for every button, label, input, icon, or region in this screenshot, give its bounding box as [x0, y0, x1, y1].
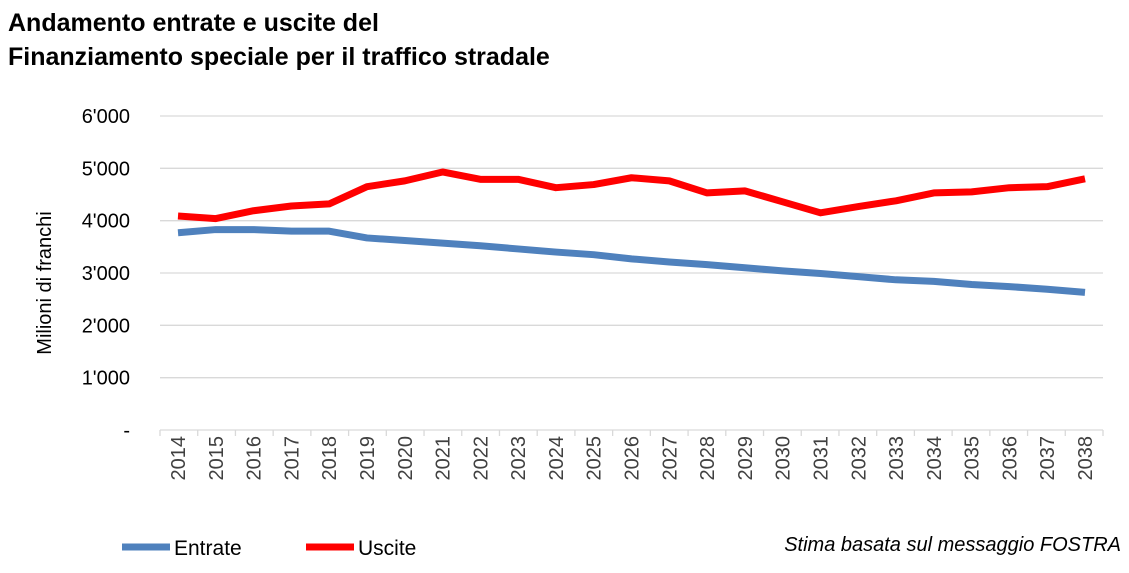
series-line-entrate: [177, 226, 1086, 296]
source-note: Stima basata sul messaggio FOSTRA: [784, 534, 1121, 556]
chart-title-line-1: Andamento entrate e uscite del: [8, 9, 379, 37]
legend-label-uscite: Uscite: [358, 537, 416, 560]
x-tick-label: 2020: [395, 436, 417, 481]
x-tick-label: 2030: [773, 436, 795, 481]
y-tick-label: 1'000: [82, 368, 130, 390]
x-tick-label: 2028: [697, 436, 719, 481]
y-tick-label: -: [123, 420, 130, 442]
x-tick-label: 2019: [357, 436, 379, 481]
x-tick-label: 2031: [810, 436, 832, 481]
x-tick-label: 2015: [206, 436, 228, 481]
x-tick-label: 2016: [244, 436, 266, 481]
y-tick-label: 6'000: [82, 106, 130, 128]
x-tick-label: 2027: [659, 436, 681, 481]
series-line-uscite: [177, 168, 1086, 223]
chart-title-line-2: Finanziamento speciale per il traffico s…: [8, 43, 550, 71]
x-tick-label: 2029: [735, 436, 757, 481]
x-tick-label: 2017: [281, 436, 303, 481]
y-tick-label: 3'000: [82, 263, 130, 285]
x-tick-label: 2037: [1037, 436, 1059, 481]
x-tick-label: 2025: [584, 436, 606, 481]
x-tick-label: 2018: [319, 436, 341, 481]
y-tick-label: 4'000: [82, 211, 130, 233]
x-tick-label: 2033: [886, 436, 908, 481]
x-tick-label: 2023: [508, 436, 530, 481]
x-tick-label: 2021: [433, 436, 455, 481]
x-tick-label: 2038: [1075, 436, 1097, 481]
x-tick-label: 2024: [546, 436, 568, 481]
y-axis-label: Milioni di franchi: [34, 211, 56, 354]
x-tick-label: 2034: [924, 436, 946, 481]
x-tick-label: 2026: [622, 436, 644, 481]
x-tick-label: 2022: [470, 436, 492, 481]
x-tick-label: 2036: [999, 436, 1021, 481]
y-tick-label: 2'000: [82, 315, 130, 337]
x-tick-label: 2035: [962, 436, 984, 481]
chart-title: Andamento entrate e uscite del Finanziam…: [8, 6, 550, 74]
y-tick-label: 5'000: [82, 158, 130, 180]
x-tick-label: 2032: [848, 436, 870, 481]
legend-label-entrate: Entrate: [174, 537, 242, 560]
x-tick-label: 2014: [168, 436, 190, 481]
